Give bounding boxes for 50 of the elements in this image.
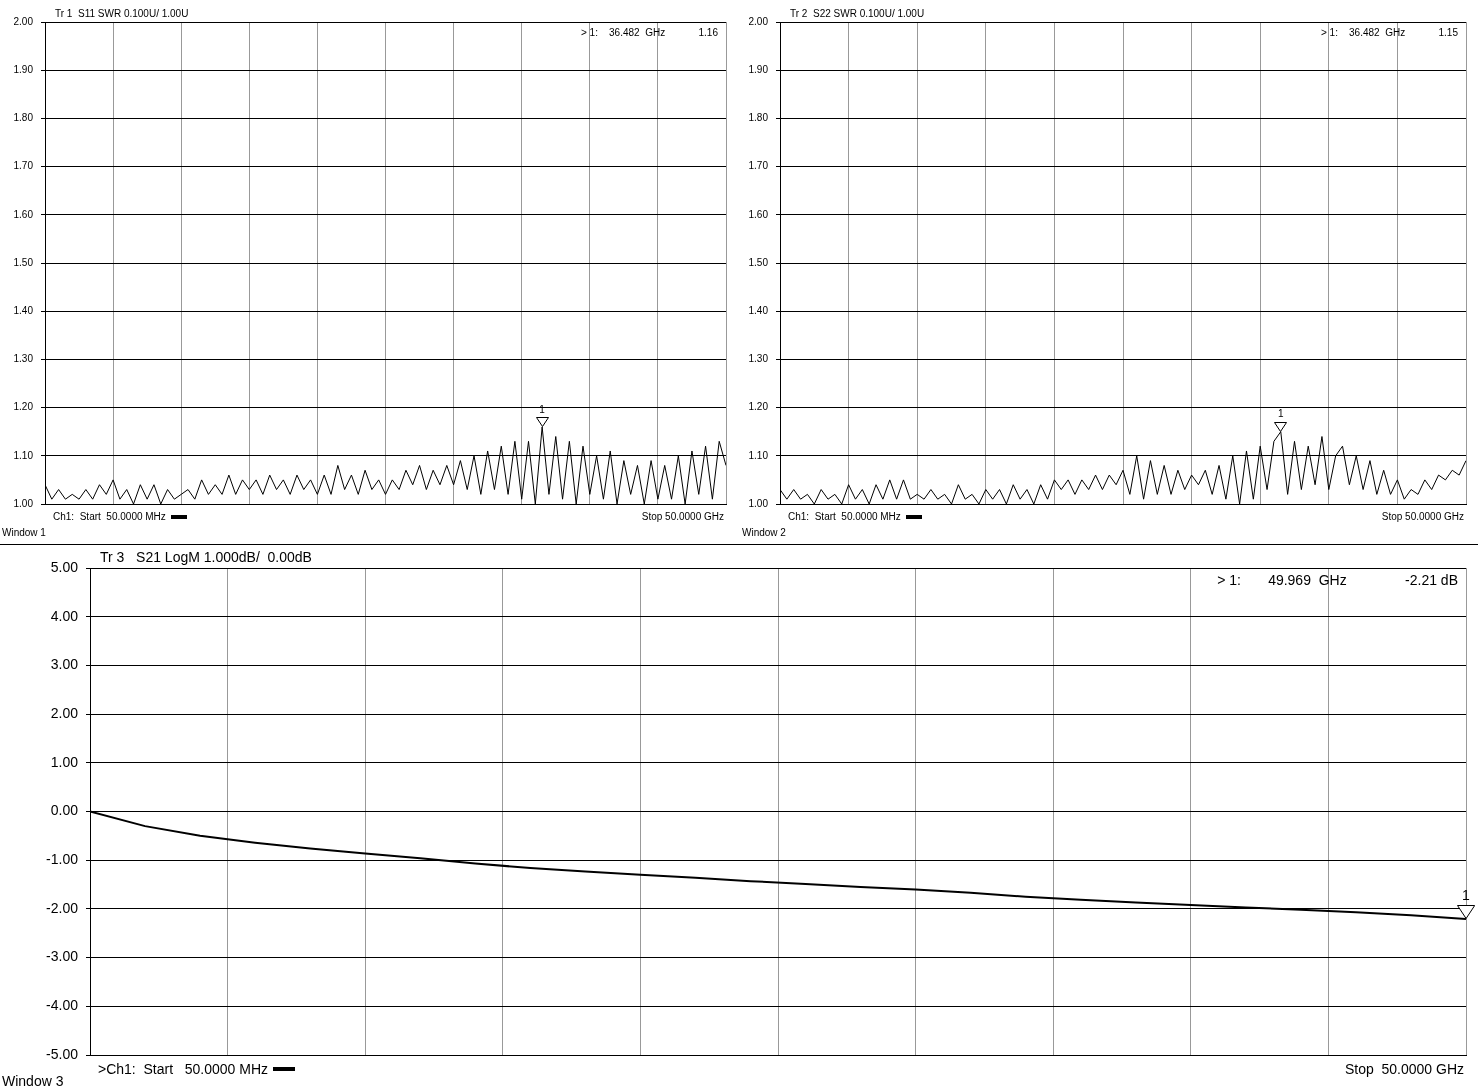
annotation: > 1: 49.969 GHz -2.21 dB [1217, 571, 1458, 588]
y-tick-label: 1.30 [748, 353, 769, 365]
text: Stop 50.0000 GHz [1381, 510, 1464, 522]
y-tick-label: -4.00 [46, 997, 79, 1014]
y-tick-label: 0.00 [50, 802, 79, 819]
annotation: 1 [1462, 886, 1471, 903]
y-tick-label: 1.90 [13, 63, 34, 75]
y-tick-label: 1.00 [748, 497, 769, 509]
y-tick-label: 2.00 [13, 15, 34, 27]
y-tick-label: 1.50 [13, 256, 34, 268]
y-tick-label: 1.30 [13, 353, 34, 365]
annotation: > 1: 36.482 GHz 1.15 [1320, 26, 1459, 38]
y-tick-label: -5.00 [46, 1045, 79, 1062]
y-tick-label: -1.00 [46, 851, 79, 868]
y-tick-label: 1.80 [748, 112, 769, 124]
y-tick-label: 1.70 [748, 160, 769, 172]
text: Stop 50.0000 GHz [1344, 1060, 1464, 1077]
text: Window 3 [2, 1072, 64, 1089]
y-tick-label: 1.00 [50, 753, 79, 770]
y-tick-label: 3.00 [50, 656, 79, 673]
text: Ch1: Start 50.0000 MHz [788, 510, 901, 522]
y-tick-label: -2.00 [46, 899, 79, 916]
text: Stop 50.0000 GHz [641, 510, 724, 522]
annotation: 1 [1278, 408, 1284, 420]
y-tick-label: 4.00 [50, 607, 79, 624]
chart-title: Tr 3 S21 LogM 1.000dB/ 0.00dB [100, 548, 312, 565]
y-tick-label: 1.80 [13, 112, 34, 124]
y-tick-label: 1.50 [748, 256, 769, 268]
y-tick-label: 1.10 [748, 449, 769, 461]
y-tick-label: 2.00 [748, 15, 769, 27]
y-tick-label: 1.70 [13, 160, 34, 172]
y-tick-label: 1.40 [13, 304, 34, 316]
y-tick-label: 2.00 [50, 704, 79, 721]
text: Window 1 [2, 526, 47, 538]
y-tick-label: 1.10 [13, 449, 34, 461]
y-tick-label: 1.60 [13, 208, 34, 220]
y-tick-label: 1.90 [748, 63, 769, 75]
chart-title: Tr 2 S22 SWR 0.100U/ 1.00U [790, 7, 925, 19]
y-tick-label: 5.00 [50, 558, 79, 575]
text: >Ch1: Start 50.0000 MHz [98, 1060, 269, 1077]
y-tick-label: 1.00 [13, 497, 34, 509]
y-tick-label: -3.00 [46, 948, 79, 965]
text: Ch1: Start 50.0000 MHz [53, 510, 166, 522]
text: Window 2 [742, 526, 787, 538]
annotation: > 1: 36.482 GHz 1.16 [580, 26, 719, 38]
chart-title: Tr 1 S11 SWR 0.100U/ 1.00U [55, 7, 189, 19]
y-tick-label: 1.20 [748, 401, 769, 413]
y-tick-label: 1.40 [748, 304, 769, 316]
y-tick-label: 1.60 [748, 208, 769, 220]
y-tick-label: 1.20 [13, 401, 34, 413]
